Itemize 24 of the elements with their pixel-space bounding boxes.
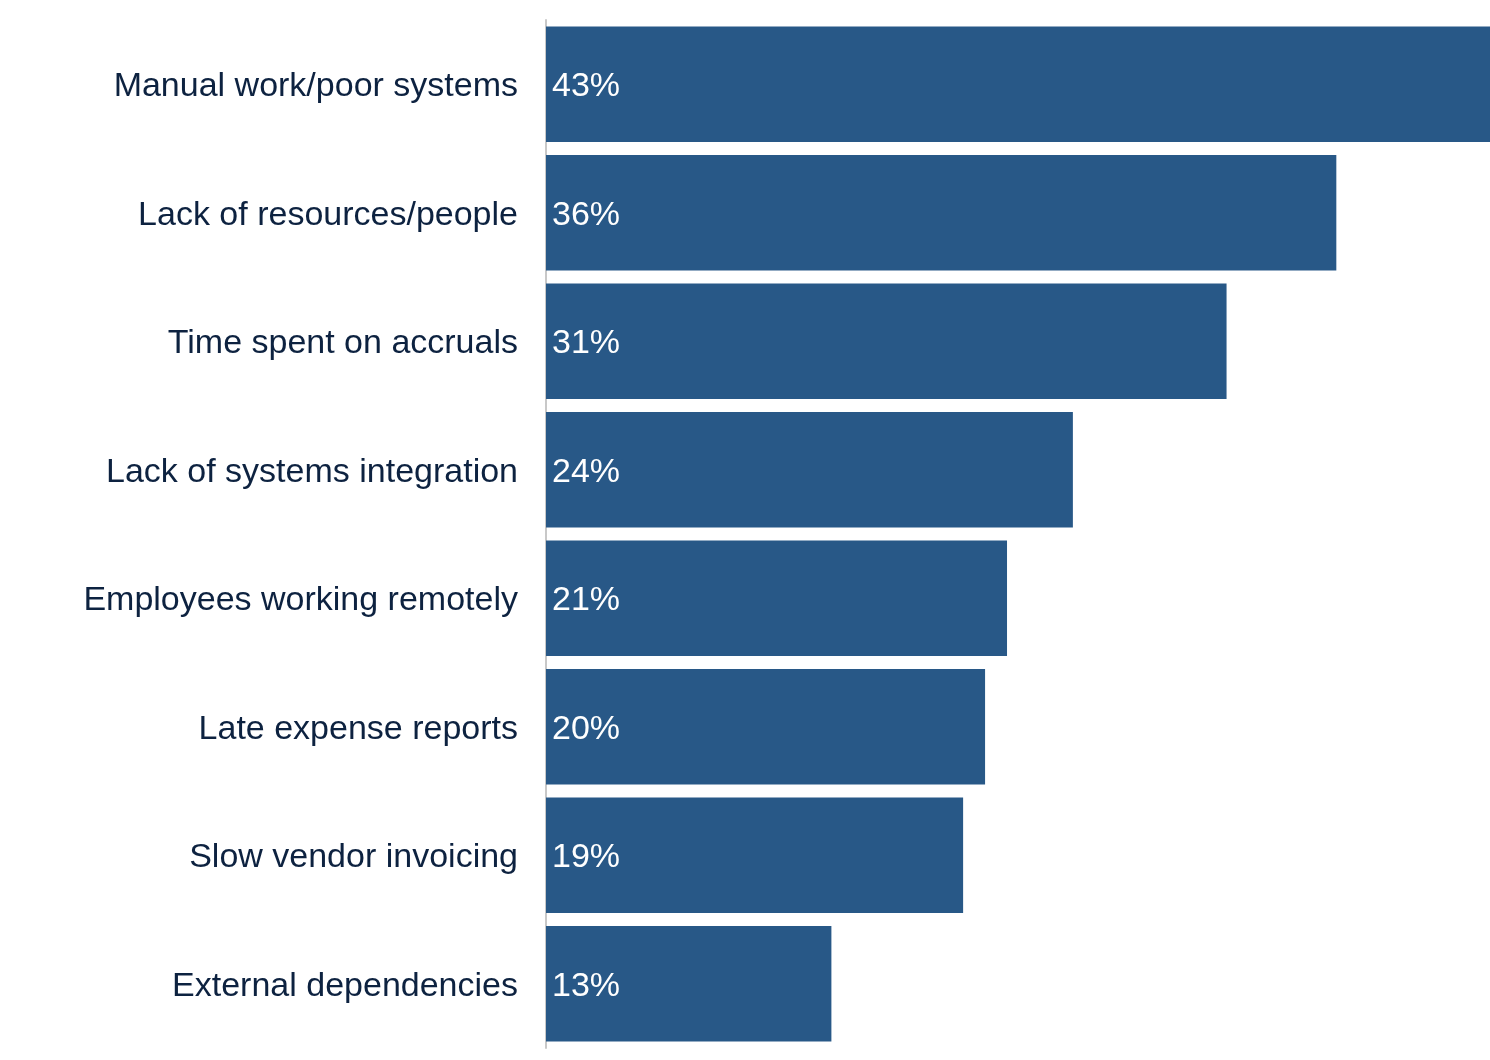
data-label: 19% bbox=[552, 836, 621, 875]
bar bbox=[546, 540, 1008, 657]
bar bbox=[546, 797, 964, 914]
y-tick-label: Manual work/poor systems bbox=[113, 65, 518, 104]
data-label: 36% bbox=[552, 193, 621, 232]
bar bbox=[546, 154, 1337, 271]
y-tick-label: External dependencies bbox=[172, 964, 518, 1003]
data-label: 21% bbox=[552, 579, 621, 618]
bar bbox=[546, 925, 832, 1042]
bar bbox=[546, 26, 1490, 143]
bar bbox=[546, 411, 1073, 528]
bar bbox=[546, 668, 986, 785]
y-tick-label: Late expense reports bbox=[198, 707, 518, 746]
data-label: 31% bbox=[552, 322, 621, 361]
y-tick-label: Time spent on accruals bbox=[167, 322, 518, 361]
y-tick-label: Slow vendor invoicing bbox=[189, 836, 518, 875]
y-tick-label: Employees working remotely bbox=[83, 579, 518, 618]
data-label: 43% bbox=[552, 65, 621, 104]
data-label: 20% bbox=[552, 707, 621, 746]
y-tick-label: Lack of systems integration bbox=[106, 450, 518, 489]
data-label: 13% bbox=[552, 964, 621, 1003]
data-label: 24% bbox=[552, 450, 621, 489]
y-tick-label: Lack of resources/people bbox=[138, 193, 518, 232]
bar bbox=[546, 283, 1227, 400]
